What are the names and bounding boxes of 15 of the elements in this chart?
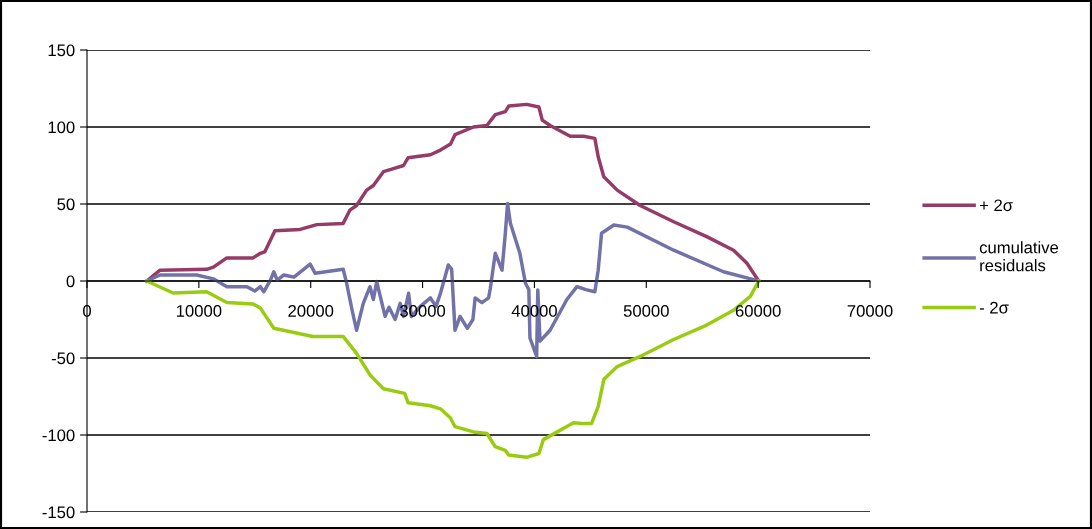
x-tick-label: 70000 bbox=[847, 305, 893, 317]
x-tick-label: 20000 bbox=[288, 305, 334, 317]
y-tick-label: 0 bbox=[66, 275, 75, 288]
y-tick-label: 150 bbox=[48, 44, 75, 57]
y-tick-label: -150 bbox=[42, 506, 75, 519]
x-tick-label: 10000 bbox=[176, 305, 222, 317]
legend-label: + 2σ bbox=[979, 199, 1013, 212]
y-tick-label: -50 bbox=[51, 352, 75, 365]
legend-label: - 2σ bbox=[979, 301, 1009, 314]
x-tick-label: 50000 bbox=[623, 305, 669, 317]
y-tick-label: -100 bbox=[42, 429, 75, 442]
legend-label: cumulative residuals bbox=[979, 241, 1059, 272]
y-tick-label: 50 bbox=[57, 198, 75, 211]
y-tick-label: 100 bbox=[48, 121, 75, 134]
x-tick-label: 60000 bbox=[735, 305, 781, 317]
